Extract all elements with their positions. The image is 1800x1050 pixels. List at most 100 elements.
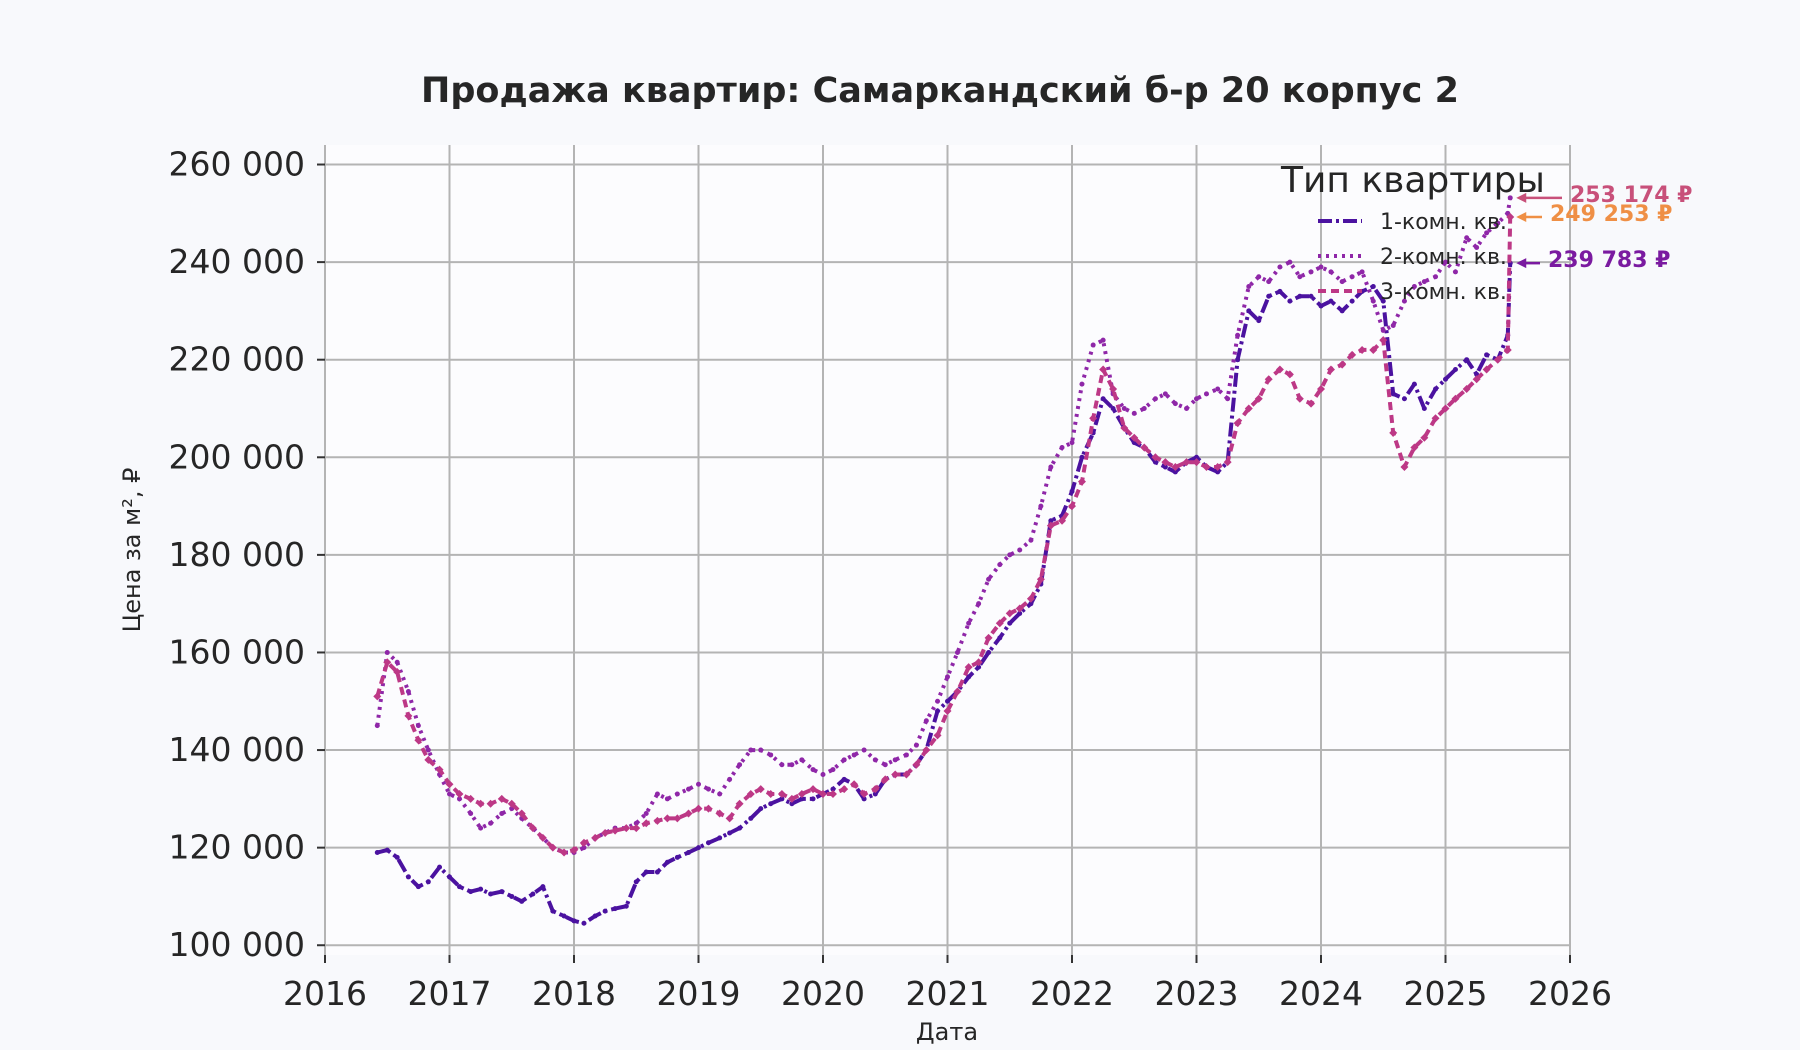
- data-point: [540, 884, 546, 890]
- data-point: [976, 601, 982, 607]
- data-point: [591, 833, 600, 842]
- data-point: [414, 736, 423, 745]
- data-point: [1358, 345, 1367, 354]
- data-point: [1089, 414, 1098, 423]
- data-point: [623, 903, 629, 909]
- data-point: [581, 920, 587, 926]
- data-point: [478, 886, 484, 892]
- data-point: [892, 757, 898, 763]
- data-point: [1421, 279, 1427, 285]
- data-point: [748, 815, 754, 821]
- data-point: [768, 801, 774, 807]
- annotations: 253 174 ₽249 253 ₽ 239 783 ₽: [1516, 183, 1692, 273]
- data-point: [447, 791, 452, 797]
- data-point: [686, 786, 692, 792]
- data-point: [882, 762, 888, 768]
- x-tick-label: 2021: [906, 974, 990, 1013]
- data-point: [715, 809, 724, 818]
- data-point: [643, 810, 649, 816]
- data-point: [383, 658, 392, 667]
- data-point: [966, 620, 972, 626]
- chart-title: Продажа квартир: Самаркандский б-р 20 ко…: [421, 71, 1459, 111]
- data-point: [1452, 366, 1458, 372]
- data-point: [1390, 323, 1396, 329]
- data-point: [1348, 350, 1357, 359]
- data-point: [1077, 477, 1086, 486]
- data-point: [922, 746, 931, 755]
- data-point: [548, 843, 557, 852]
- data-point: [746, 789, 755, 798]
- y-tick-label: 160 000: [169, 632, 305, 671]
- y-tick-label: 120 000: [169, 828, 305, 867]
- data-point: [694, 804, 703, 813]
- data-point: [1287, 298, 1293, 304]
- data-point: [850, 780, 859, 789]
- data-point: [1474, 244, 1480, 250]
- data-point: [1443, 259, 1448, 265]
- data-point: [1028, 537, 1034, 543]
- data-point: [435, 765, 444, 774]
- y-tick-label: 200 000: [169, 437, 305, 476]
- data-point: [819, 789, 827, 798]
- data-point: [1038, 503, 1044, 509]
- data-point: [1079, 454, 1085, 460]
- data-point: [1026, 594, 1035, 603]
- data-point: [725, 814, 734, 823]
- data-point: [809, 785, 818, 794]
- data-point: [1059, 445, 1065, 451]
- data-point: [393, 667, 402, 676]
- data-point: [1162, 391, 1168, 397]
- data-point: [1462, 384, 1471, 393]
- data-point: [1162, 464, 1168, 470]
- x-tick-label: 2024: [1279, 974, 1363, 1013]
- data-point: [405, 689, 411, 695]
- data-point: [705, 840, 711, 846]
- data-point: [1285, 370, 1294, 379]
- data-point: [1410, 443, 1419, 452]
- data-point: [1225, 396, 1231, 402]
- data-point: [507, 799, 516, 808]
- data-point: [1152, 459, 1158, 465]
- data-point: [538, 833, 547, 842]
- data-point: [1339, 308, 1345, 314]
- data-point: [611, 826, 620, 835]
- data-point: [756, 785, 765, 794]
- data-point: [1359, 269, 1365, 275]
- data-point: [1264, 375, 1273, 384]
- data-point: [404, 711, 413, 720]
- data-point: [872, 757, 878, 763]
- data-point: [1048, 518, 1054, 524]
- data-point: [777, 789, 786, 798]
- data-point: [374, 723, 380, 729]
- data-point: [1130, 433, 1139, 442]
- data-point: [1507, 195, 1513, 201]
- data-point: [437, 864, 443, 870]
- data-point: [373, 692, 382, 701]
- data-point: [891, 770, 900, 779]
- data-point: [861, 796, 867, 802]
- data-point: [737, 762, 743, 768]
- data-point: [1451, 394, 1460, 403]
- data-point: [550, 908, 556, 914]
- data-point: [974, 658, 983, 667]
- data-point: [1317, 384, 1325, 393]
- data-point: [499, 810, 505, 816]
- series-3: [373, 212, 1515, 857]
- legend-item-3: 3-комн. кв.: [1380, 280, 1507, 305]
- data-point: [1349, 274, 1355, 280]
- annotation-arrowhead: [1516, 211, 1527, 222]
- data-point: [717, 791, 723, 797]
- data-point: [943, 707, 952, 716]
- data-point: [528, 824, 537, 833]
- x-tick-label: 2022: [1030, 974, 1114, 1013]
- data-point: [684, 809, 693, 818]
- data-point: [1100, 337, 1106, 343]
- data-point: [1433, 274, 1439, 280]
- data-point: [953, 687, 962, 696]
- data-point: [1464, 235, 1470, 241]
- x-tick-label: 2023: [1155, 974, 1239, 1013]
- data-point: [872, 791, 878, 797]
- data-point: [1007, 620, 1013, 626]
- data-point: [509, 893, 515, 899]
- data-point: [1420, 433, 1429, 442]
